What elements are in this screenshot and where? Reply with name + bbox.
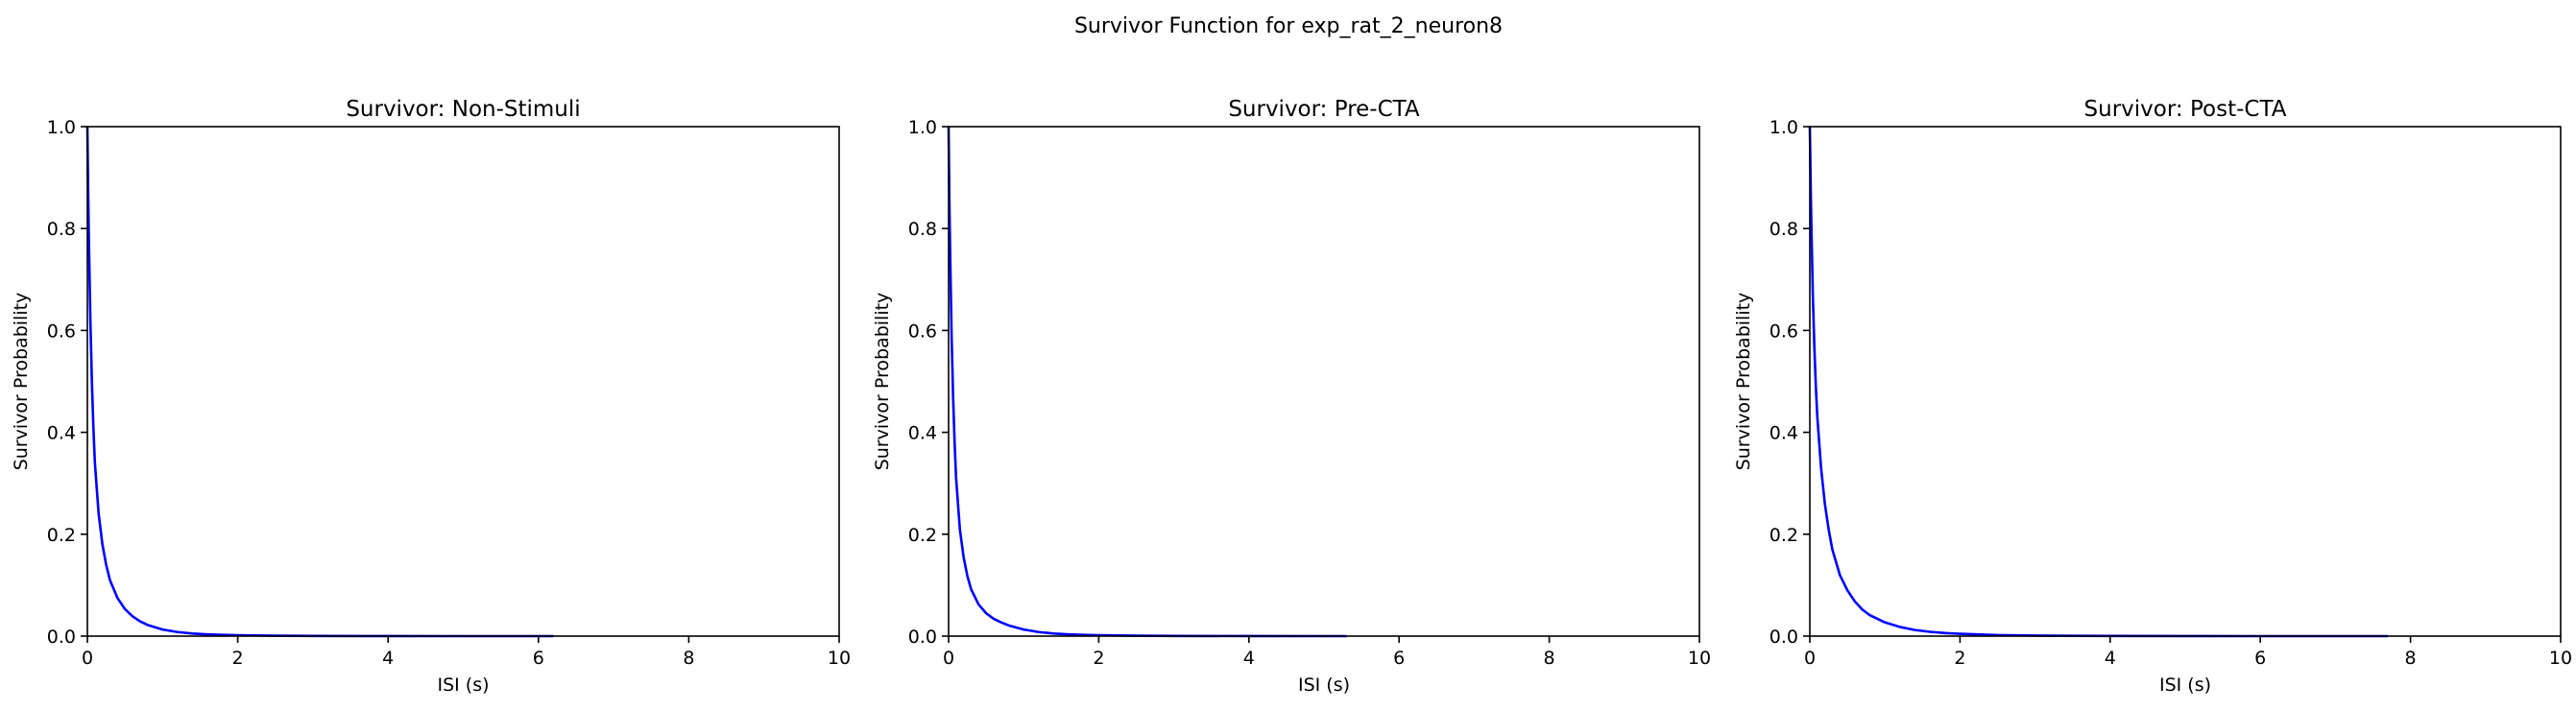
y-tick-label: 0.2 [47,525,76,546]
axes-frame [1809,126,2562,637]
y-tick-label: 0.2 [1769,525,1798,546]
y-axis-label: Survivor Probability [872,293,893,471]
x-tick-label: 6 [1393,648,1405,669]
y-tick-label: 0.6 [47,320,76,342]
x-axis-label: ISI (s) [2159,674,2211,696]
y-tick-label: 0.4 [47,423,76,444]
x-tick-label: 2 [1954,648,1965,669]
y-axis-label: Survivor Probability [11,293,32,471]
y-tick-label: 1.0 [47,117,76,138]
x-tick-label: 0 [1804,648,1816,669]
y-tick-label: 0.0 [908,627,937,648]
x-tick-label: 8 [2405,648,2417,669]
x-tick-label: 4 [1243,648,1255,669]
x-tick-label: 2 [1093,648,1104,669]
y-axis-label: Survivor Probability [1733,293,1754,471]
x-tick-label: 10 [2549,648,2572,669]
y-tick-label: 0.8 [1769,219,1798,240]
axes-frame [948,126,1700,637]
x-tick-label: 8 [683,648,694,669]
chart-title: Survivor: Pre-CTA [1228,97,1420,122]
chart-panel-1: Survivor: Non-Stimuli 0 2 4 6 8 10 0.0 0.2 0.4 0.6… [11,97,851,696]
x-tick-label: 0 [943,648,954,669]
y-tick-label: 0.6 [908,320,937,342]
x-tick-label: 4 [382,648,394,669]
y-tick-label: 1.0 [908,117,937,138]
chart-title: Survivor: Non-Stimuli [346,97,580,122]
y-tick-label: 0.6 [1769,320,1798,342]
x-axis-label: ISI (s) [1298,674,1350,696]
chart-panel-2: Survivor: Pre-CTA 0 2 4 6 8 10 0.0 0.2 0.4 0.6 0.8 1… [872,97,1711,696]
axes-frame [86,126,840,637]
chart-panels: Survivor: Non-Stimuli 0 2 4 6 8 10 0.0 0.2 0.4 0.6… [11,97,2572,696]
y-tick-label: 0.0 [47,627,76,648]
y-tick-label: 1.0 [1769,117,1798,138]
x-tick-label: 6 [533,648,544,669]
x-tick-label: 4 [2105,648,2116,669]
x-tick-label: 10 [828,648,851,669]
y-tick-label: 0.8 [47,219,76,240]
x-tick-label: 0 [82,648,93,669]
series-line-survivor [947,126,1347,638]
y-tick-label: 0.4 [908,423,937,444]
x-tick-label: 6 [2254,648,2266,669]
y-tick-label: 0.2 [908,525,937,546]
x-axis-label: ISI (s) [437,674,489,696]
x-tick-label: 10 [1688,648,1711,669]
y-tick-label: 0.8 [908,219,937,240]
y-tick-label: 0.4 [1769,423,1798,444]
x-tick-label: 2 [232,648,244,669]
x-tick-label: 8 [1544,648,1555,669]
chart-panel-3: Survivor: Post-CTA 0 2 4 6 8 10 0.0 0.2 0.4 0.6 0.8… [1733,97,2572,696]
y-tick-label: 0.0 [1769,627,1798,648]
figure-suptitle: Survivor Function for exp_rat_2_neuron8 [1074,14,1503,38]
chart-title: Survivor: Post-CTA [2084,97,2287,122]
